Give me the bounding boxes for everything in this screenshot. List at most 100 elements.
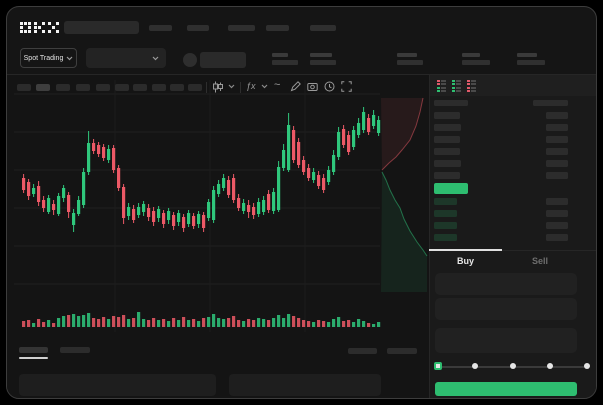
bid-row-amount-2[interactable] — [546, 222, 568, 229]
tab-sell-label: Sell — [531, 256, 548, 266]
ticker-stat-label-3 — [462, 53, 480, 57]
ticker-stat-label-4 — [517, 53, 537, 57]
search-input[interactable] — [64, 21, 139, 34]
bottom-tab-0[interactable] — [19, 347, 48, 353]
ask-row-amount-3[interactable] — [546, 148, 568, 155]
bottom-right-placeholder-1[interactable] — [387, 348, 417, 354]
timeframe-button-7[interactable] — [152, 84, 166, 91]
order-input-1[interactable] — [435, 298, 577, 320]
slider-stop-1[interactable] — [472, 363, 479, 369]
tab-sell[interactable]: Sell — [502, 252, 578, 270]
bid-row-amount-3[interactable] — [546, 234, 568, 241]
nav-item-placeholder-1[interactable] — [187, 25, 209, 31]
timeframe-button-1[interactable] — [36, 84, 50, 91]
ask-row-amount-1[interactable] — [546, 124, 568, 131]
slider-stop-3[interactable] — [546, 363, 553, 369]
ticker-stat-value-0 — [272, 60, 298, 65]
order-input-2[interactable] — [435, 328, 577, 353]
toolbar-divider — [240, 82, 241, 93]
timeframe-button-5[interactable] — [115, 84, 129, 91]
fullscreen-icon[interactable] — [341, 81, 352, 92]
timeframe-button-6[interactable] — [133, 84, 147, 91]
ticker-stat-label-2 — [397, 53, 417, 57]
bid-row-amount-0[interactable] — [546, 198, 568, 205]
ask-row-amount-4[interactable] — [546, 160, 568, 167]
line-tool-icon[interactable]: ~ — [274, 79, 281, 91]
pair-selector[interactable] — [86, 48, 166, 68]
bid-row-price-2[interactable] — [434, 222, 457, 229]
pair-avatar — [183, 53, 197, 67]
bid-row-amount-1[interactable] — [546, 210, 568, 217]
book-bids-only-icon[interactable] — [452, 80, 463, 92]
logo-letter-X — [48, 22, 59, 33]
order-input-0[interactable] — [435, 273, 577, 295]
timeframe-button-3[interactable] — [76, 84, 90, 91]
book-header-left — [434, 100, 468, 106]
bottom-right-placeholder-0[interactable] — [348, 348, 377, 354]
ask-row-price-5[interactable] — [434, 172, 460, 179]
ticker-stat-label-1 — [310, 53, 332, 57]
ask-row-amount-0[interactable] — [546, 112, 568, 119]
volume-bars — [22, 312, 381, 327]
bottom-panel-history[interactable] — [229, 374, 381, 396]
ask-row-price-4[interactable] — [434, 160, 461, 167]
chart-type-candles-icon[interactable] — [212, 81, 224, 93]
ask-row-amount-2[interactable] — [546, 136, 568, 143]
logo-letter-O — [20, 22, 31, 33]
market-type-selector[interactable]: Spot Trading — [20, 48, 77, 68]
header-divider — [7, 74, 596, 75]
ticker-stat-value-1 — [310, 60, 336, 65]
slider-handle[interactable] — [434, 362, 442, 370]
active-tab-indicator — [429, 249, 502, 251]
last-price-bar[interactable] — [434, 183, 468, 194]
market-type-label: Spot Trading — [23, 54, 64, 62]
depth-chart — [381, 97, 428, 292]
ticker-stat-label-0 — [272, 53, 288, 57]
interval-clock-icon[interactable] — [324, 81, 335, 92]
chevron-down-icon[interactable] — [261, 84, 268, 89]
panel-divider — [429, 75, 430, 398]
draw-tool-icon[interactable] — [290, 81, 301, 92]
ticker-action-button[interactable] — [200, 52, 246, 68]
bid-row-price-1[interactable] — [434, 210, 457, 217]
nav-item-placeholder-2[interactable] — [228, 25, 255, 31]
nav-item-placeholder-3[interactable] — [266, 25, 289, 31]
chevron-down-icon[interactable] — [228, 84, 235, 89]
ask-row-price-2[interactable] — [434, 136, 460, 143]
camera-icon[interactable] — [307, 81, 318, 92]
timeframe-button-0[interactable] — [17, 84, 31, 91]
candle-bodies — [22, 112, 381, 228]
price-chart-canvas[interactable] — [6, 6, 597, 399]
ask-row-price-0[interactable] — [434, 112, 460, 119]
buy-submit-button[interactable] — [435, 382, 577, 396]
bottom-tab-1[interactable] — [60, 347, 90, 353]
tab-buy-label: Buy — [456, 256, 474, 266]
chart-gridlines — [14, 80, 380, 332]
toolbar-divider — [206, 82, 207, 93]
indicators-fx-icon[interactable]: ƒx — [246, 81, 256, 91]
tab-buy[interactable]: Buy — [429, 252, 502, 270]
ticker-stat-value-3 — [462, 60, 490, 65]
slider-stop-2[interactable] — [509, 363, 516, 369]
app-window: Spot Trading ƒx ~ Buy Sell — [6, 6, 597, 399]
ticker-stat-value-4 — [517, 60, 545, 65]
bid-row-price-3[interactable] — [434, 234, 457, 241]
ask-row-amount-5[interactable] — [546, 172, 568, 179]
timeframe-button-2[interactable] — [56, 84, 70, 91]
timeframe-button-4[interactable] — [96, 84, 110, 91]
nav-item-placeholder-4[interactable] — [310, 25, 336, 31]
slider-stop-4[interactable] — [584, 363, 590, 369]
ticker-stat-value-2 — [397, 60, 423, 65]
logo-letter-K — [34, 22, 45, 33]
nav-item-placeholder-0[interactable] — [149, 25, 172, 31]
book-asks-only-icon[interactable] — [467, 80, 478, 92]
ask-row-price-1[interactable] — [434, 124, 461, 131]
bottom-panel-orders[interactable] — [19, 374, 216, 396]
ask-row-price-3[interactable] — [434, 148, 460, 155]
okx-logo[interactable] — [20, 22, 59, 33]
timeframe-button-9[interactable] — [188, 84, 202, 91]
book-combined-icon[interactable] — [437, 80, 448, 92]
bid-row-price-0[interactable] — [434, 198, 457, 205]
timeframe-button-8[interactable] — [170, 84, 184, 91]
